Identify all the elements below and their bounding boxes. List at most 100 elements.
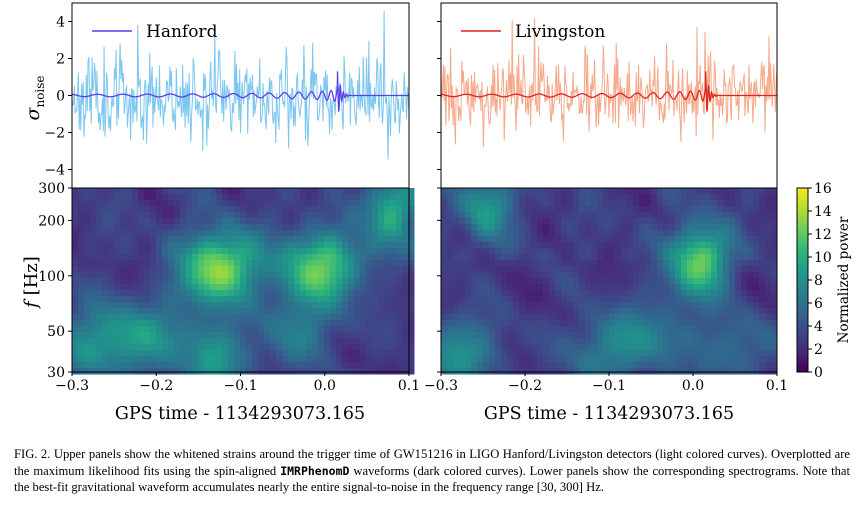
spectrogram-cell — [114, 308, 121, 315]
spectrogram-cell — [342, 290, 349, 297]
spectrogram-cell — [741, 272, 748, 279]
spectrogram-cell — [186, 308, 193, 315]
spectrogram-cell — [609, 308, 616, 315]
spectrogram-cell — [324, 350, 331, 357]
spectrogram-cell — [354, 218, 361, 225]
spectrogram-cell — [591, 206, 598, 213]
spectrogram-cell — [180, 302, 187, 309]
spectrogram-cell — [453, 242, 460, 249]
spectrogram-cell — [186, 278, 193, 285]
spectrogram-cell — [210, 344, 217, 351]
spectrogram-cell — [675, 296, 682, 303]
spectrogram-cell — [354, 272, 361, 279]
spectrogram-cell — [144, 338, 151, 345]
spectrogram-cell — [711, 254, 718, 261]
spectrogram-cell — [294, 290, 301, 297]
spectrogram-cell — [477, 362, 484, 369]
spectrogram-cell — [288, 350, 295, 357]
spectrogram-cell — [300, 194, 307, 201]
spectrogram-cell — [741, 338, 748, 345]
spectrogram-cell — [294, 308, 301, 315]
spectrogram-cell — [675, 188, 682, 195]
spectrogram-cell — [210, 236, 217, 243]
spectrogram-cell — [567, 296, 574, 303]
spectrogram-cell — [657, 356, 664, 363]
spectrogram-cell — [114, 284, 121, 291]
spectrogram-cell — [645, 368, 652, 375]
spectrogram-cell — [396, 344, 403, 351]
spectrogram-cell — [627, 320, 634, 327]
spectrogram-cell — [282, 278, 289, 285]
spectrogram-cell — [138, 362, 145, 369]
spectrogram-cell — [627, 188, 634, 195]
spectrogram-cell — [216, 368, 223, 375]
spectrogram-cell — [669, 290, 676, 297]
spectrogram-cell — [591, 284, 598, 291]
spectrogram-cell — [453, 308, 460, 315]
spectrogram-cell — [477, 266, 484, 273]
spectrogram-cell — [687, 308, 694, 315]
spectrogram-cell — [489, 302, 496, 309]
spectrogram-cell — [453, 344, 460, 351]
spectrogram-cell — [729, 266, 736, 273]
spectrogram-cell — [300, 350, 307, 357]
spectrogram-cell — [441, 206, 448, 213]
spectrogram-cell — [156, 248, 163, 255]
spectrogram-cell — [102, 296, 109, 303]
spectrogram-cell — [633, 338, 640, 345]
spectrogram-cell — [102, 284, 109, 291]
spectrogram-cell — [765, 242, 772, 249]
spectrogram-cell — [198, 296, 205, 303]
spectrogram-cell — [531, 212, 538, 219]
xtick-label: −0.1 — [224, 378, 258, 394]
spectrogram-cell — [300, 206, 307, 213]
spectrogram-cell — [402, 242, 409, 249]
spectrogram-cell — [705, 314, 712, 321]
spectrogram-cell — [495, 332, 502, 339]
spectrogram-cell — [318, 248, 325, 255]
spectrogram-cell — [759, 260, 766, 267]
spectrogram-cell — [513, 200, 520, 207]
spectrogram-cell — [597, 206, 604, 213]
spectrogram-cell — [138, 212, 145, 219]
spectrogram-cell — [102, 194, 109, 201]
spectrogram-cell — [318, 242, 325, 249]
spectrogram-cell — [276, 206, 283, 213]
spectrogram-cell — [348, 368, 355, 375]
spectrogram-cell — [441, 314, 448, 321]
spectrogram-cell — [342, 302, 349, 309]
spectrogram-cell — [78, 302, 85, 309]
spectrogram-cell — [186, 272, 193, 279]
spectrogram-cell — [525, 350, 532, 357]
spectrogram-cell — [639, 302, 646, 309]
spectrogram-cell — [342, 320, 349, 327]
spectrogram-cell — [459, 224, 466, 231]
spectrogram-cell — [711, 284, 718, 291]
spectrogram-cell — [699, 284, 706, 291]
spectrogram-cell — [585, 338, 592, 345]
spectrogram-cell — [342, 236, 349, 243]
spectrogram-cell — [138, 350, 145, 357]
spectrogram-cell — [735, 368, 742, 375]
spectrogram-cell — [96, 278, 103, 285]
spectrogram-cell — [597, 302, 604, 309]
spectrogram-cell — [144, 278, 151, 285]
spectrogram-cell — [741, 344, 748, 351]
hanford-lower-ylabel: f [Hz] — [21, 256, 42, 310]
spectrogram-cell — [687, 260, 694, 267]
spectrogram-cell — [543, 326, 550, 333]
spectrogram-cell — [519, 200, 526, 207]
spectrogram-cell — [489, 326, 496, 333]
spectrogram-cell — [747, 320, 754, 327]
spectrogram-cell — [366, 242, 373, 249]
spectrogram-cell — [645, 254, 652, 261]
spectrogram-cell — [354, 344, 361, 351]
spectrogram-cell — [555, 236, 562, 243]
spectrogram-cell — [579, 344, 586, 351]
spectrogram-cell — [132, 296, 139, 303]
spectrogram-cell — [531, 290, 538, 297]
spectrogram-cell — [537, 362, 544, 369]
spectrogram-cell — [567, 200, 574, 207]
spectrogram-cell — [543, 218, 550, 225]
